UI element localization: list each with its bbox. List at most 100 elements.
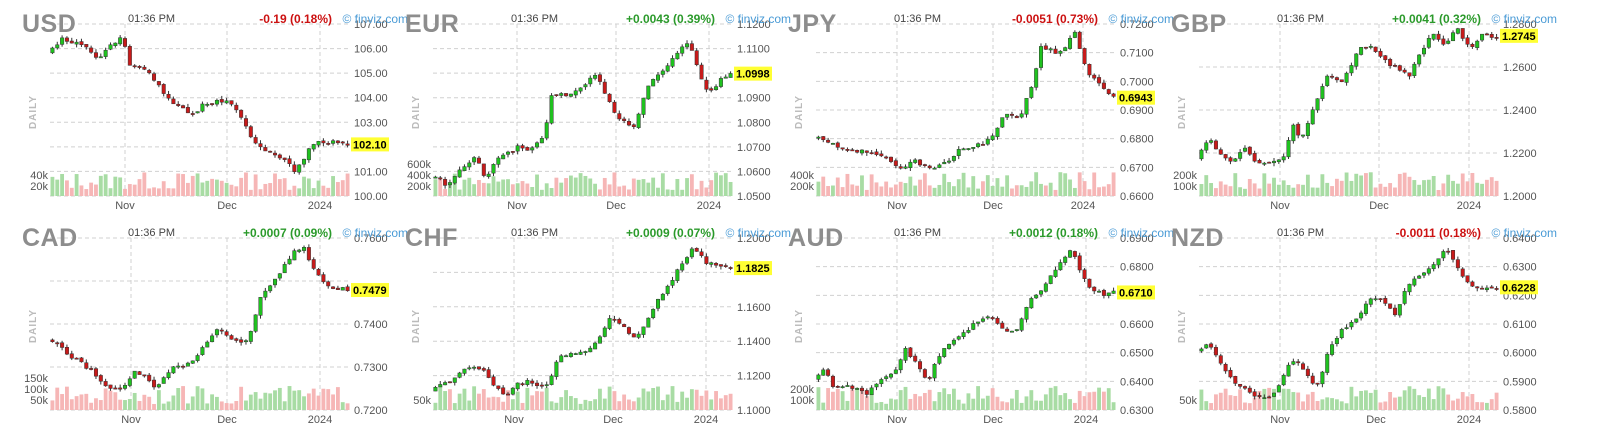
volume-bar: [127, 398, 132, 410]
candle-body: [646, 85, 651, 100]
chart-panel-aud[interactable]: 0.6300 0.6400 0.6500 0.6600 0.6800 0.6900 Nov D…: [786, 218, 1178, 432]
volume-bar: [142, 394, 147, 410]
candle-body: [1101, 289, 1106, 296]
chart-panel-gbp[interactable]: 1.2000 1.2200 1.2400 1.2600 1.2800 Nov Dec 2024…: [1169, 4, 1561, 218]
volume-bar: [612, 172, 617, 196]
volume-bar: [1276, 399, 1281, 410]
candle-body: [171, 366, 176, 374]
y-tick-label: 0.6600: [1120, 191, 1154, 203]
volume-bar: [1029, 390, 1034, 410]
volume-bar: [219, 180, 224, 196]
candle-body: [210, 103, 215, 105]
candle-body: [64, 37, 69, 42]
volume-bar: [874, 402, 879, 410]
candle-body: [50, 47, 55, 54]
volume-bar: [1019, 402, 1024, 410]
volume-bar: [1373, 187, 1378, 196]
candle-body: [1005, 113, 1010, 118]
volume-bar: [491, 396, 496, 410]
volume-bar: [244, 400, 248, 410]
chart-panel-nzd[interactable]: 0.5800 0.5900 0.6000 0.6100 0.6200 0.6300 0.64…: [1169, 218, 1561, 432]
volume-bar: [1364, 390, 1368, 410]
y-tick-label: 0.6800: [1120, 134, 1154, 146]
volume-bar: [1247, 178, 1252, 196]
volume-bar: [69, 187, 74, 196]
volume-bar: [1228, 395, 1233, 410]
volume-bar: [1286, 388, 1291, 410]
chart-svg: 100.00 101.00 103.00 104.00 105.00 106.00 107.…: [28, 19, 389, 212]
chart-panel-eur[interactable]: 1.0500 1.0600 1.0700 1.0800 1.0900 1.1100 1.12…: [403, 4, 795, 218]
candle-body: [1223, 363, 1228, 372]
candle-body: [1058, 50, 1063, 54]
volume-bar: [864, 189, 869, 196]
y-tick-label: 0.7400: [354, 319, 388, 331]
volume-bar: [530, 395, 535, 410]
volume-bar: [860, 175, 864, 196]
volume-bar: [152, 187, 156, 196]
volume-bar: [118, 177, 123, 196]
chart-panel-chf[interactable]: 1.1000 1.1200 1.1400 1.1600 1.2000 Nov Dec 2024…: [403, 218, 795, 432]
candle-body: [985, 316, 990, 319]
candle-body: [1209, 140, 1214, 143]
candle-body: [1257, 395, 1262, 398]
volume-bar: [1397, 396, 1402, 410]
volume-bar: [1000, 401, 1005, 410]
candle-body: [1106, 292, 1111, 297]
candle-body: [1465, 275, 1470, 283]
volume-bar: [1039, 183, 1043, 196]
volume-bar: [253, 174, 258, 196]
daily-label: DAILY: [28, 95, 39, 129]
volume-bar: [1077, 172, 1082, 196]
volume-bar: [1010, 188, 1014, 196]
last-price-label: 1.1825: [736, 263, 770, 275]
volume-bar: [646, 391, 651, 410]
candle-body: [316, 141, 321, 146]
candle-body: [1412, 278, 1417, 286]
candle-body: [219, 329, 224, 332]
volume-bar: [699, 395, 704, 410]
candle-body: [651, 308, 656, 318]
candle-body: [229, 335, 234, 340]
candle-body: [1305, 368, 1310, 376]
chart-panel-usd[interactable]: 100.00 101.00 103.00 104.00 105.00 106.00 107.…: [20, 4, 412, 218]
candle-body: [1422, 272, 1426, 276]
volume-bar: [1000, 186, 1005, 196]
volume-bar: [205, 180, 210, 196]
volume-bar: [1199, 389, 1204, 410]
volume-bar: [1257, 188, 1262, 196]
chart-panel-jpy[interactable]: 0.6600 0.6700 0.6800 0.6900 0.7000 0.7100 0.72…: [786, 4, 1178, 218]
candle-body: [1199, 149, 1204, 160]
volume-bar: [826, 186, 831, 196]
candle-body: [626, 327, 631, 334]
volume-bar: [123, 188, 127, 196]
candle-body: [156, 81, 161, 86]
y-tick-label: 1.0800: [737, 117, 771, 129]
volume-bar: [627, 189, 631, 196]
candle-body: [297, 164, 302, 173]
volume-bar: [831, 185, 835, 196]
candle-body: [1315, 382, 1320, 385]
volume-bar: [244, 172, 248, 196]
candle-body: [132, 65, 137, 68]
candle-body: [1272, 160, 1276, 164]
candle-body: [1111, 290, 1116, 294]
candle-body: [539, 384, 544, 387]
chart-svg: 1.2000 1.2200 1.2400 1.2600 1.2800 Nov Dec 2024…: [1173, 19, 1538, 212]
candle-body: [1252, 153, 1257, 162]
volume-bar: [1305, 394, 1310, 410]
candle-body: [1363, 46, 1368, 49]
y-tick-label: 1.1600: [737, 302, 771, 314]
x-tick-label: 2024: [308, 414, 332, 426]
candle-body: [1228, 157, 1233, 162]
candle-body: [1363, 303, 1368, 314]
x-tick-label: Nov: [115, 200, 135, 212]
y-tick-label: 0.7200: [354, 405, 388, 417]
candle-body: [646, 317, 651, 328]
candle-body: [113, 42, 118, 46]
volume-bar: [535, 391, 539, 410]
chart-panel-cad[interactable]: 0.7200 0.7300 0.7400 0.7600 Nov Dec 2024 DAILY 1…: [20, 218, 412, 432]
symbol-label: AUD: [788, 224, 844, 252]
candle-body: [472, 366, 477, 369]
volume-bar: [1082, 181, 1087, 196]
candle-body: [922, 369, 927, 378]
